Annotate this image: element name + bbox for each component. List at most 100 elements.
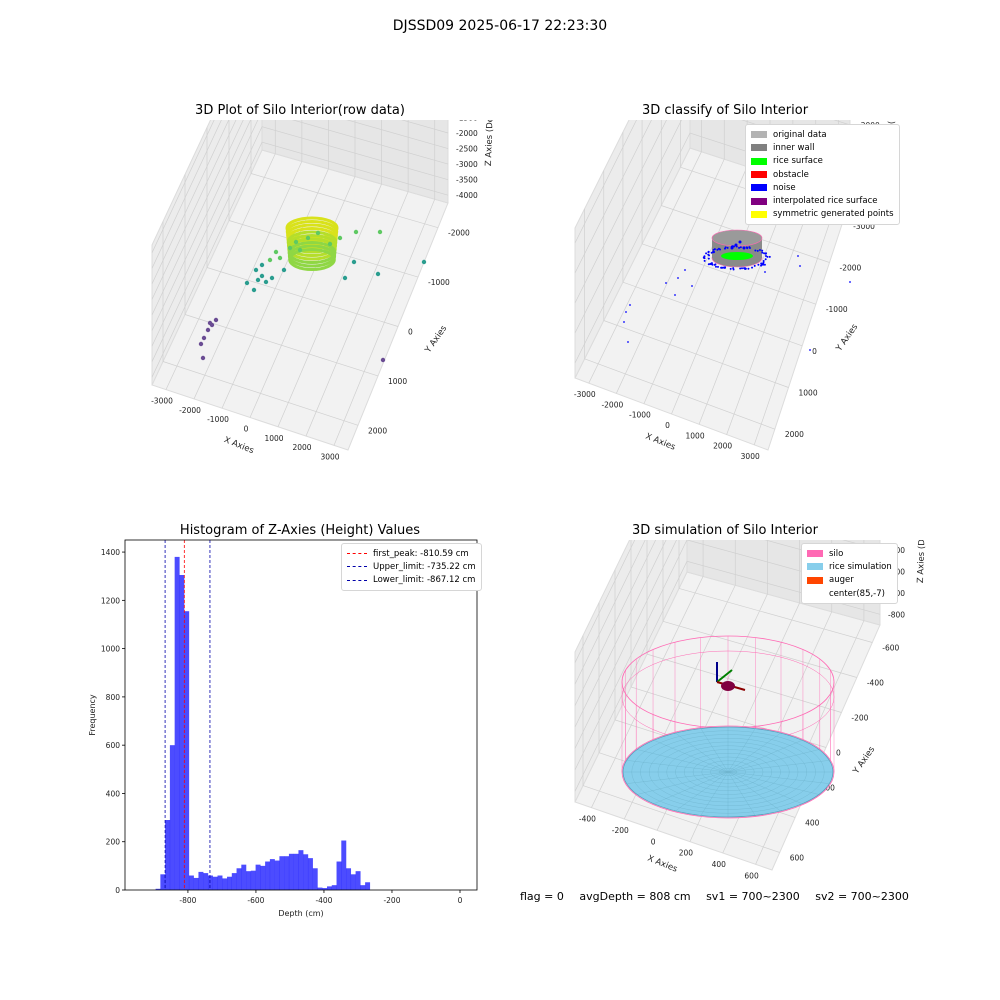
p2-noise-point <box>702 256 705 259</box>
p4-xtick-label: 600 <box>744 871 759 880</box>
histogram-bar <box>179 575 185 890</box>
p1-xtick-label: -3000 <box>151 397 173 406</box>
histogram-bar <box>322 888 328 890</box>
x-tick-label: -200 <box>383 896 400 905</box>
p2-noise-point <box>760 262 763 265</box>
p1-ztick-label: -3500 <box>456 176 478 185</box>
p2-zgrid <box>574 120 637 244</box>
p4-ygrid <box>662 620 857 678</box>
p4-ytick-label: -400 <box>867 679 884 688</box>
legend-label: interpolated rice surface <box>773 196 878 207</box>
p1-scatter-point <box>342 275 348 281</box>
p1-scatter-point <box>293 239 299 245</box>
y-tick-label: 1200 <box>101 596 120 605</box>
p2-ygrid <box>603 320 789 388</box>
legend-label: original data <box>773 129 827 140</box>
histogram-bar <box>269 859 275 890</box>
p4-ztick-label: -800 <box>888 610 905 619</box>
histogram-bar <box>184 611 190 890</box>
legend-label: Upper_limit: -735.22 cm <box>373 561 476 572</box>
histogram-bar <box>231 873 237 890</box>
histogram-bar <box>346 868 352 890</box>
p1-zgrid <box>151 120 449 316</box>
histogram-bar <box>250 870 256 890</box>
p1-ytick-label: -2000 <box>448 229 470 238</box>
p4-xtick-label: -400 <box>579 815 596 824</box>
p2-xtick-label: -1000 <box>629 411 651 420</box>
x-axis-label: Depth (cm) <box>278 909 323 918</box>
p2-xtick-label: 2000 <box>713 442 732 451</box>
legend-line-swatch <box>347 553 367 555</box>
legend-entry: silo <box>807 547 892 560</box>
p2-noise-point <box>746 247 749 250</box>
histogram-bar <box>169 745 175 890</box>
x-tick-label: -400 <box>315 896 332 905</box>
p2-noise-point <box>708 254 711 257</box>
y-tick-label: 200 <box>106 838 121 847</box>
histogram-bar <box>212 876 218 890</box>
p1-scatter-point <box>375 271 381 277</box>
p2-xtick-label: 3000 <box>741 452 760 460</box>
p1-zgrid <box>151 141 449 378</box>
sv2-readout: sv2 = 700~2300 <box>815 890 909 903</box>
p4-xtick-label: 400 <box>712 860 727 869</box>
p1-xtick-label: 2000 <box>292 443 311 452</box>
histogram-bar <box>236 868 242 890</box>
legend-label: symmetric generated points <box>773 209 894 220</box>
p2-ylabel: Y Axies <box>834 322 861 354</box>
p2-xgrid <box>588 151 702 384</box>
panel3-legend: first_peak: -810.59 cm Upper_limit: -735.… <box>341 543 482 591</box>
p2-noise-point <box>720 266 723 269</box>
p1-ztick-label: -2500 <box>456 145 478 154</box>
p1-zlabel: Z Axies (Depth) <box>484 120 496 166</box>
p2-xtick-label: 1000 <box>686 431 705 440</box>
p2-ytick-label: 0 <box>812 347 817 356</box>
p2-noise-point <box>625 311 627 313</box>
p1-xtick-label: 3000 <box>320 452 339 460</box>
p1-ztick-label: -2000 <box>456 129 478 138</box>
p2-noise-point <box>753 264 756 267</box>
p2-noise-point <box>799 265 801 267</box>
p2-noise-point <box>744 268 747 271</box>
rice-mesh-spoke <box>637 771 729 795</box>
histogram-bar <box>255 864 261 890</box>
p2-noise-point <box>764 258 767 261</box>
p2-ygrid <box>641 243 816 305</box>
p2-noise-point <box>716 265 719 268</box>
p2-xgrid <box>726 188 817 435</box>
histogram-bar <box>293 853 299 890</box>
p2-noise-point <box>712 248 715 251</box>
p1-xlabel: X Axies <box>222 435 255 456</box>
legend-swatch <box>807 563 823 571</box>
legend-swatch <box>807 590 823 598</box>
p2-noise-point <box>732 245 735 248</box>
p2-noise-point <box>757 263 760 266</box>
p4-ylabel: Y Axies <box>851 744 878 776</box>
p2-noise-point <box>714 263 717 266</box>
histogram-bar <box>279 856 285 890</box>
p2-noise-point <box>739 246 742 249</box>
flag-readout: flag = 0 <box>520 890 564 903</box>
p1-ygrid <box>162 361 359 426</box>
histogram-bar <box>241 864 247 890</box>
p2-rice-surface <box>721 252 753 260</box>
p4-ygrid <box>646 653 842 713</box>
legend-label: auger <box>829 575 854 586</box>
avg-depth-readout: avgDepth = 808 cm <box>579 890 691 903</box>
p2-noise-point <box>726 246 729 249</box>
p4-zlabel: Z Axies (Depth) <box>916 540 928 583</box>
rice-mesh-spoke <box>727 771 830 784</box>
histogram-bar <box>355 871 361 890</box>
y-axis-label: Frequency <box>88 694 97 736</box>
histogram-bar <box>246 871 252 890</box>
p4-zgrid <box>574 540 646 685</box>
rice-mesh-spoke <box>727 771 819 795</box>
p2-noise-point <box>684 269 686 271</box>
histogram-bar <box>298 850 304 890</box>
histogram-bar <box>317 887 323 890</box>
p2-noise-point <box>629 304 631 306</box>
p1-ring-points <box>288 248 336 271</box>
p2-noise-point <box>739 267 742 270</box>
x-tick-label: 0 <box>458 896 463 905</box>
p1-scatter-point <box>198 341 204 347</box>
